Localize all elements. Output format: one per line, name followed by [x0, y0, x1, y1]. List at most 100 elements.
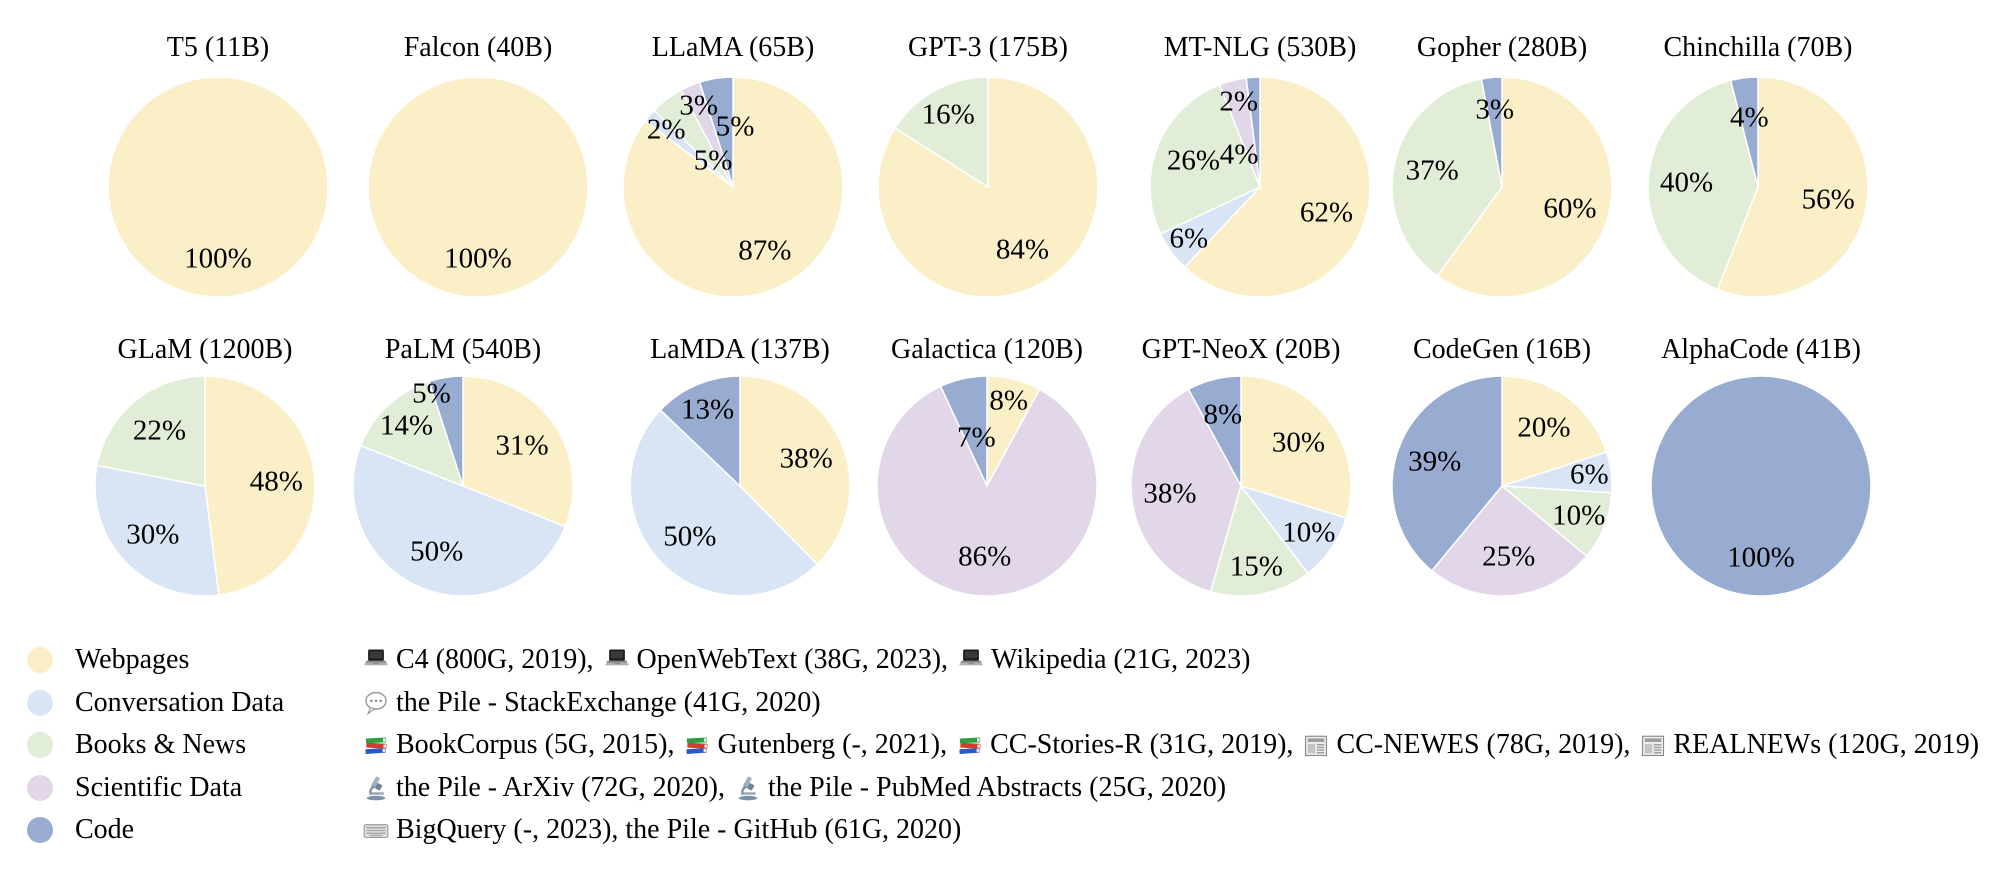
source-item: CC-NEWES (78G, 2019), [1302, 729, 1630, 761]
percent-label-books-news: 10% [1552, 499, 1606, 532]
slice-code [1480, 76, 1503, 188]
slice-conversation-data [94, 464, 220, 597]
slice-webpages [204, 375, 316, 596]
slice-books-news [1209, 484, 1309, 597]
source-item: Gutenberg (-, 2021), [683, 729, 947, 761]
slice-code [939, 375, 988, 487]
percent-label-code: 5% [715, 110, 755, 143]
percent-label-books-news: 40% [1660, 166, 1714, 198]
source-item: the Pile - PubMed Abstracts (25G, 2020) [734, 772, 1226, 804]
legend-swatch-webpages [27, 647, 53, 673]
chart-title: LLaMA (65B) [651, 32, 815, 63]
slice-books-news [1149, 83, 1261, 235]
slice-scientific-data [876, 385, 1098, 597]
laptop-icon [603, 646, 631, 674]
slice-webpages [1183, 76, 1371, 298]
source-text: CC-Stories-R (31G, 2019), [990, 729, 1294, 760]
slice-webpages [462, 375, 574, 528]
chart-title: PaLM (540B) [384, 334, 542, 365]
percent-label-code: 2% [1219, 85, 1259, 118]
pie-chart-alphacode-41b [1650, 375, 1872, 597]
slice-webpages [1501, 375, 1608, 488]
source-text: BigQuery (-, 2023), the Pile - GitHub (6… [396, 814, 962, 845]
pie-chart-gopher-280b [1391, 76, 1613, 298]
slice-books-news [1391, 78, 1503, 278]
microscope-icon [362, 774, 390, 802]
source-text: the Pile - ArXiv (72G, 2020), [396, 771, 725, 803]
keyboard-icon [362, 816, 390, 844]
percent-label-scientific-data: 3% [679, 89, 719, 122]
legend-label-conversation-data: Conversation Data [75, 686, 285, 718]
chart-title: CodeGen (16B) [1412, 334, 1592, 365]
percent-label-code: 3% [1475, 93, 1515, 126]
percent-label-code: 4% [1729, 101, 1769, 134]
percent-label-webpages: 56% [1801, 183, 1855, 216]
slice-webpages [739, 375, 851, 566]
source-text: the Pile - StackExchange (41G, 2020) [396, 686, 821, 718]
pie-chart-t5-11b [107, 76, 329, 298]
legend-swatch-books-news [27, 732, 53, 758]
slice-code [1729, 76, 1759, 188]
percent-label-scientific-data: 4% [1219, 138, 1259, 171]
source-item: the Pile - ArXiv (72G, 2020), [362, 772, 725, 804]
books-icon [956, 731, 984, 759]
percent-label-webpages: 100% [184, 242, 252, 274]
percent-label-books-news: 37% [1405, 154, 1459, 187]
chart-title: MT-NLG (530B) [1163, 32, 1357, 63]
legend-sources-books-news: BookCorpus (5G, 2015), Gutenberg (-, 2021… [362, 729, 1979, 761]
percent-label-webpages: 100% [444, 242, 512, 274]
percent-label-code: 8% [1203, 398, 1243, 431]
percent-label-scientific-data: 25% [1482, 540, 1536, 573]
laptop-icon [957, 646, 985, 674]
source-text: BookCorpus (5G, 2015), [396, 729, 675, 760]
legend-sources-code: BigQuery (-, 2023), the Pile - GitHub (6… [362, 814, 961, 846]
pie-chart-gpt-neox-20b [1130, 375, 1352, 597]
slice-webpages [107, 76, 329, 298]
percent-label-conversation-data: 30% [126, 518, 180, 551]
slice-code [1650, 375, 1872, 597]
slice-webpages [1436, 76, 1613, 298]
pie-chart-palm-540b [352, 375, 574, 597]
pie-chart-galactica-120b [876, 375, 1098, 597]
source-text: REALNEWs (120G, 2019) [1673, 729, 1980, 760]
percent-label-books-news: 16% [921, 98, 975, 131]
percent-label-books-news: 26% [1166, 144, 1221, 177]
source-item: BigQuery (-, 2023), the Pile - GitHub (6… [362, 814, 961, 846]
chart-title: Gopher (280B) [1416, 32, 1588, 63]
microscope-icon [734, 774, 762, 802]
slice-books-news [96, 375, 206, 487]
slice-scientific-data [1430, 484, 1588, 597]
pie-chart-lamda-137b [629, 375, 851, 597]
legend-label-webpages: Webpages [75, 644, 190, 675]
books-icon [362, 731, 390, 759]
legend-label-scientific-data: Scientific Data [75, 771, 243, 803]
percent-label-books-news: 15% [1229, 550, 1283, 583]
percent-label-code: 13% [680, 393, 735, 426]
pie-chart-falcon-40b [367, 76, 589, 298]
percent-label-conversation-data: 50% [410, 535, 464, 568]
percent-label-webpages: 38% [779, 442, 833, 475]
pie-chart-codegen-16b [1391, 375, 1613, 597]
legend-swatch-code [27, 817, 53, 843]
pie-chart-chinchilla-70b [1647, 76, 1869, 298]
legend-sources-scientific-data: the Pile - ArXiv (72G, 2020), the Pile - … [362, 772, 1226, 804]
source-text: CC-NEWES (78G, 2019), [1336, 729, 1631, 760]
percent-label-scientific-data: 86% [958, 540, 1012, 573]
percent-label-webpages: 31% [495, 429, 549, 462]
source-item: REALNEWs (120G, 2019) [1639, 729, 1979, 761]
legend-label-code: Code [75, 814, 135, 845]
percent-label-webpages: 87% [738, 234, 792, 267]
percent-label-conversation-data: 50% [663, 520, 717, 553]
percent-label-webpages: 60% [1543, 192, 1597, 225]
chart-title: LaMDA (137B) [650, 334, 830, 365]
slice-webpages [367, 76, 589, 298]
source-item: OpenWebText (38G, 2023), [603, 644, 948, 676]
percent-label-code: 7% [956, 421, 996, 454]
slice-code [1187, 375, 1242, 487]
books-icon [683, 731, 711, 759]
slice-code [1391, 375, 1503, 572]
slice-conversation-data [629, 408, 819, 597]
speech-balloon-icon [362, 689, 390, 717]
percent-label-conversation-data: 6% [1569, 458, 1609, 491]
